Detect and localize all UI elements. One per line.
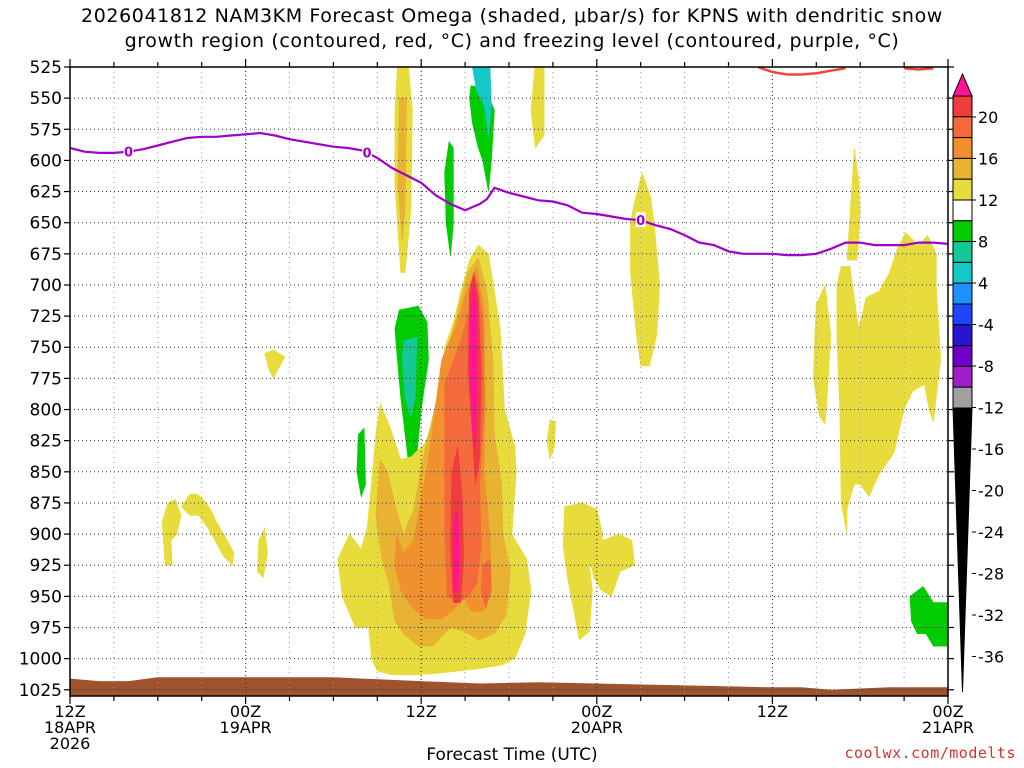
colorbar-label: 8 [978, 233, 988, 252]
freezing-level-label: 0 [636, 214, 645, 229]
omega-area-5 [472, 67, 492, 136]
colorbar-box [952, 95, 973, 118]
y-tick-label: 850 [30, 463, 62, 483]
colorbar-label: -20 [978, 482, 1004, 501]
colorbar-bottom-arrow [952, 407, 973, 693]
colorbar-box [952, 157, 973, 180]
colorbar-label: -28 [978, 565, 1004, 584]
chart-title-line2: growth region (contoured, red, °C) and f… [124, 30, 900, 52]
dendritic-contour-0 [757, 67, 846, 76]
colorbar-label: 12 [978, 191, 998, 210]
omega-area-7 [401, 336, 418, 418]
colorbar-top-arrow [952, 72, 973, 97]
omega-area-17 [480, 558, 492, 610]
colorbar-box [952, 365, 973, 388]
x-tick-label: 18APR [44, 718, 96, 737]
colorbar-label: -36 [978, 648, 1004, 667]
colorbar-box [952, 241, 973, 263]
omega-area-14 [469, 284, 478, 454]
freezing-level-label: 0 [363, 147, 372, 162]
colorbar-box [952, 324, 973, 347]
freezing-level-label: 0 [124, 146, 133, 161]
colorbar-label: 4 [978, 274, 988, 293]
y-tick-label: 925 [30, 556, 62, 576]
colorbar-label: 16 [978, 150, 998, 169]
y-tick-label: 725 [30, 307, 62, 327]
omega-area-3 [444, 140, 454, 257]
omega-area-30 [909, 585, 948, 647]
colorbar-label: -12 [978, 399, 1004, 418]
colorbar-box [952, 116, 973, 139]
omega-area-20 [256, 526, 268, 579]
y-tick-label: 650 [30, 214, 62, 234]
omega-area-22 [546, 419, 557, 460]
omega-area-21 [264, 349, 286, 380]
x-tick-label: 21APR [922, 718, 974, 737]
colorbar-label: -8 [978, 357, 994, 376]
y-tick-label: 750 [30, 338, 62, 358]
x-tick-label: 2026 [50, 734, 91, 753]
omega-area-8 [356, 427, 366, 498]
y-tick-label: 575 [30, 120, 62, 140]
colorbar-box [952, 199, 973, 222]
omega-area-25 [630, 171, 661, 367]
x-tick-label: 12Z [757, 702, 788, 721]
y-tick-label: 1000 [19, 650, 62, 670]
y-tick-label: 975 [30, 618, 62, 638]
colorbar-box [952, 178, 973, 201]
colorbar-box [952, 220, 973, 243]
ground-terrain [70, 677, 948, 696]
y-tick-label: 900 [30, 525, 62, 545]
x-tick-label: 00Z [581, 702, 612, 721]
colorbar-label: -16 [978, 440, 1004, 459]
x-tick-label: 20APR [571, 718, 623, 737]
omega-area-24 [589, 533, 636, 597]
x-axis-label: Forecast Time (UTC) [426, 745, 598, 765]
colorbar-box [952, 261, 973, 284]
freezing-label-bg [635, 212, 646, 228]
colorbar-label: -4 [978, 316, 994, 335]
freezing-label-bg [362, 144, 373, 160]
freezing-level-line [70, 131, 948, 257]
omega-area-28 [846, 147, 861, 261]
y-tick-label: 800 [30, 401, 62, 421]
omega-area-29 [896, 236, 912, 286]
y-tick-label: 825 [30, 432, 62, 452]
y-tick-label: 1025 [19, 681, 62, 701]
y-tick-label: 550 [30, 89, 62, 109]
omega-area-18 [161, 498, 182, 566]
colorbar-box [952, 282, 973, 305]
x-tick-label: 19APR [220, 718, 272, 737]
colorbar-box [952, 345, 973, 367]
credit-text: coolwx.com/modelts [844, 744, 1016, 762]
colorbar-box [952, 137, 973, 159]
omega-area-16 [453, 509, 460, 595]
x-tick-label: 12Z [54, 702, 85, 721]
y-tick-label: 625 [30, 183, 62, 203]
omega-area-2 [530, 67, 545, 149]
colorbar-box [952, 386, 973, 409]
colorbar-box [952, 303, 973, 326]
y-tick-label: 675 [30, 245, 62, 265]
y-tick-label: 950 [30, 587, 62, 607]
freezing-label-bg [123, 143, 134, 159]
y-tick-label: 775 [30, 369, 62, 389]
y-tick-label: 525 [30, 58, 62, 78]
y-tick-label: 600 [30, 151, 62, 171]
x-tick-label: 00Z [932, 702, 963, 721]
omega-area-19 [180, 493, 235, 566]
y-tick-label: 700 [30, 276, 62, 296]
x-tick-label: 00Z [230, 702, 261, 721]
colorbar-label: 20 [978, 108, 998, 127]
colorbar-label: -32 [978, 606, 1004, 625]
colorbar-label: -24 [978, 523, 1004, 542]
y-tick-label: 875 [30, 494, 62, 514]
chart-title-line1: 2026041812 NAM3KM Forecast Omega (shaded… [81, 5, 943, 27]
omega-area-26 [813, 283, 832, 426]
omega-area-27 [836, 232, 942, 535]
dendritic-contour-1 [903, 67, 934, 71]
omega-area-23 [562, 502, 604, 641]
x-tick-label: 12Z [406, 702, 437, 721]
